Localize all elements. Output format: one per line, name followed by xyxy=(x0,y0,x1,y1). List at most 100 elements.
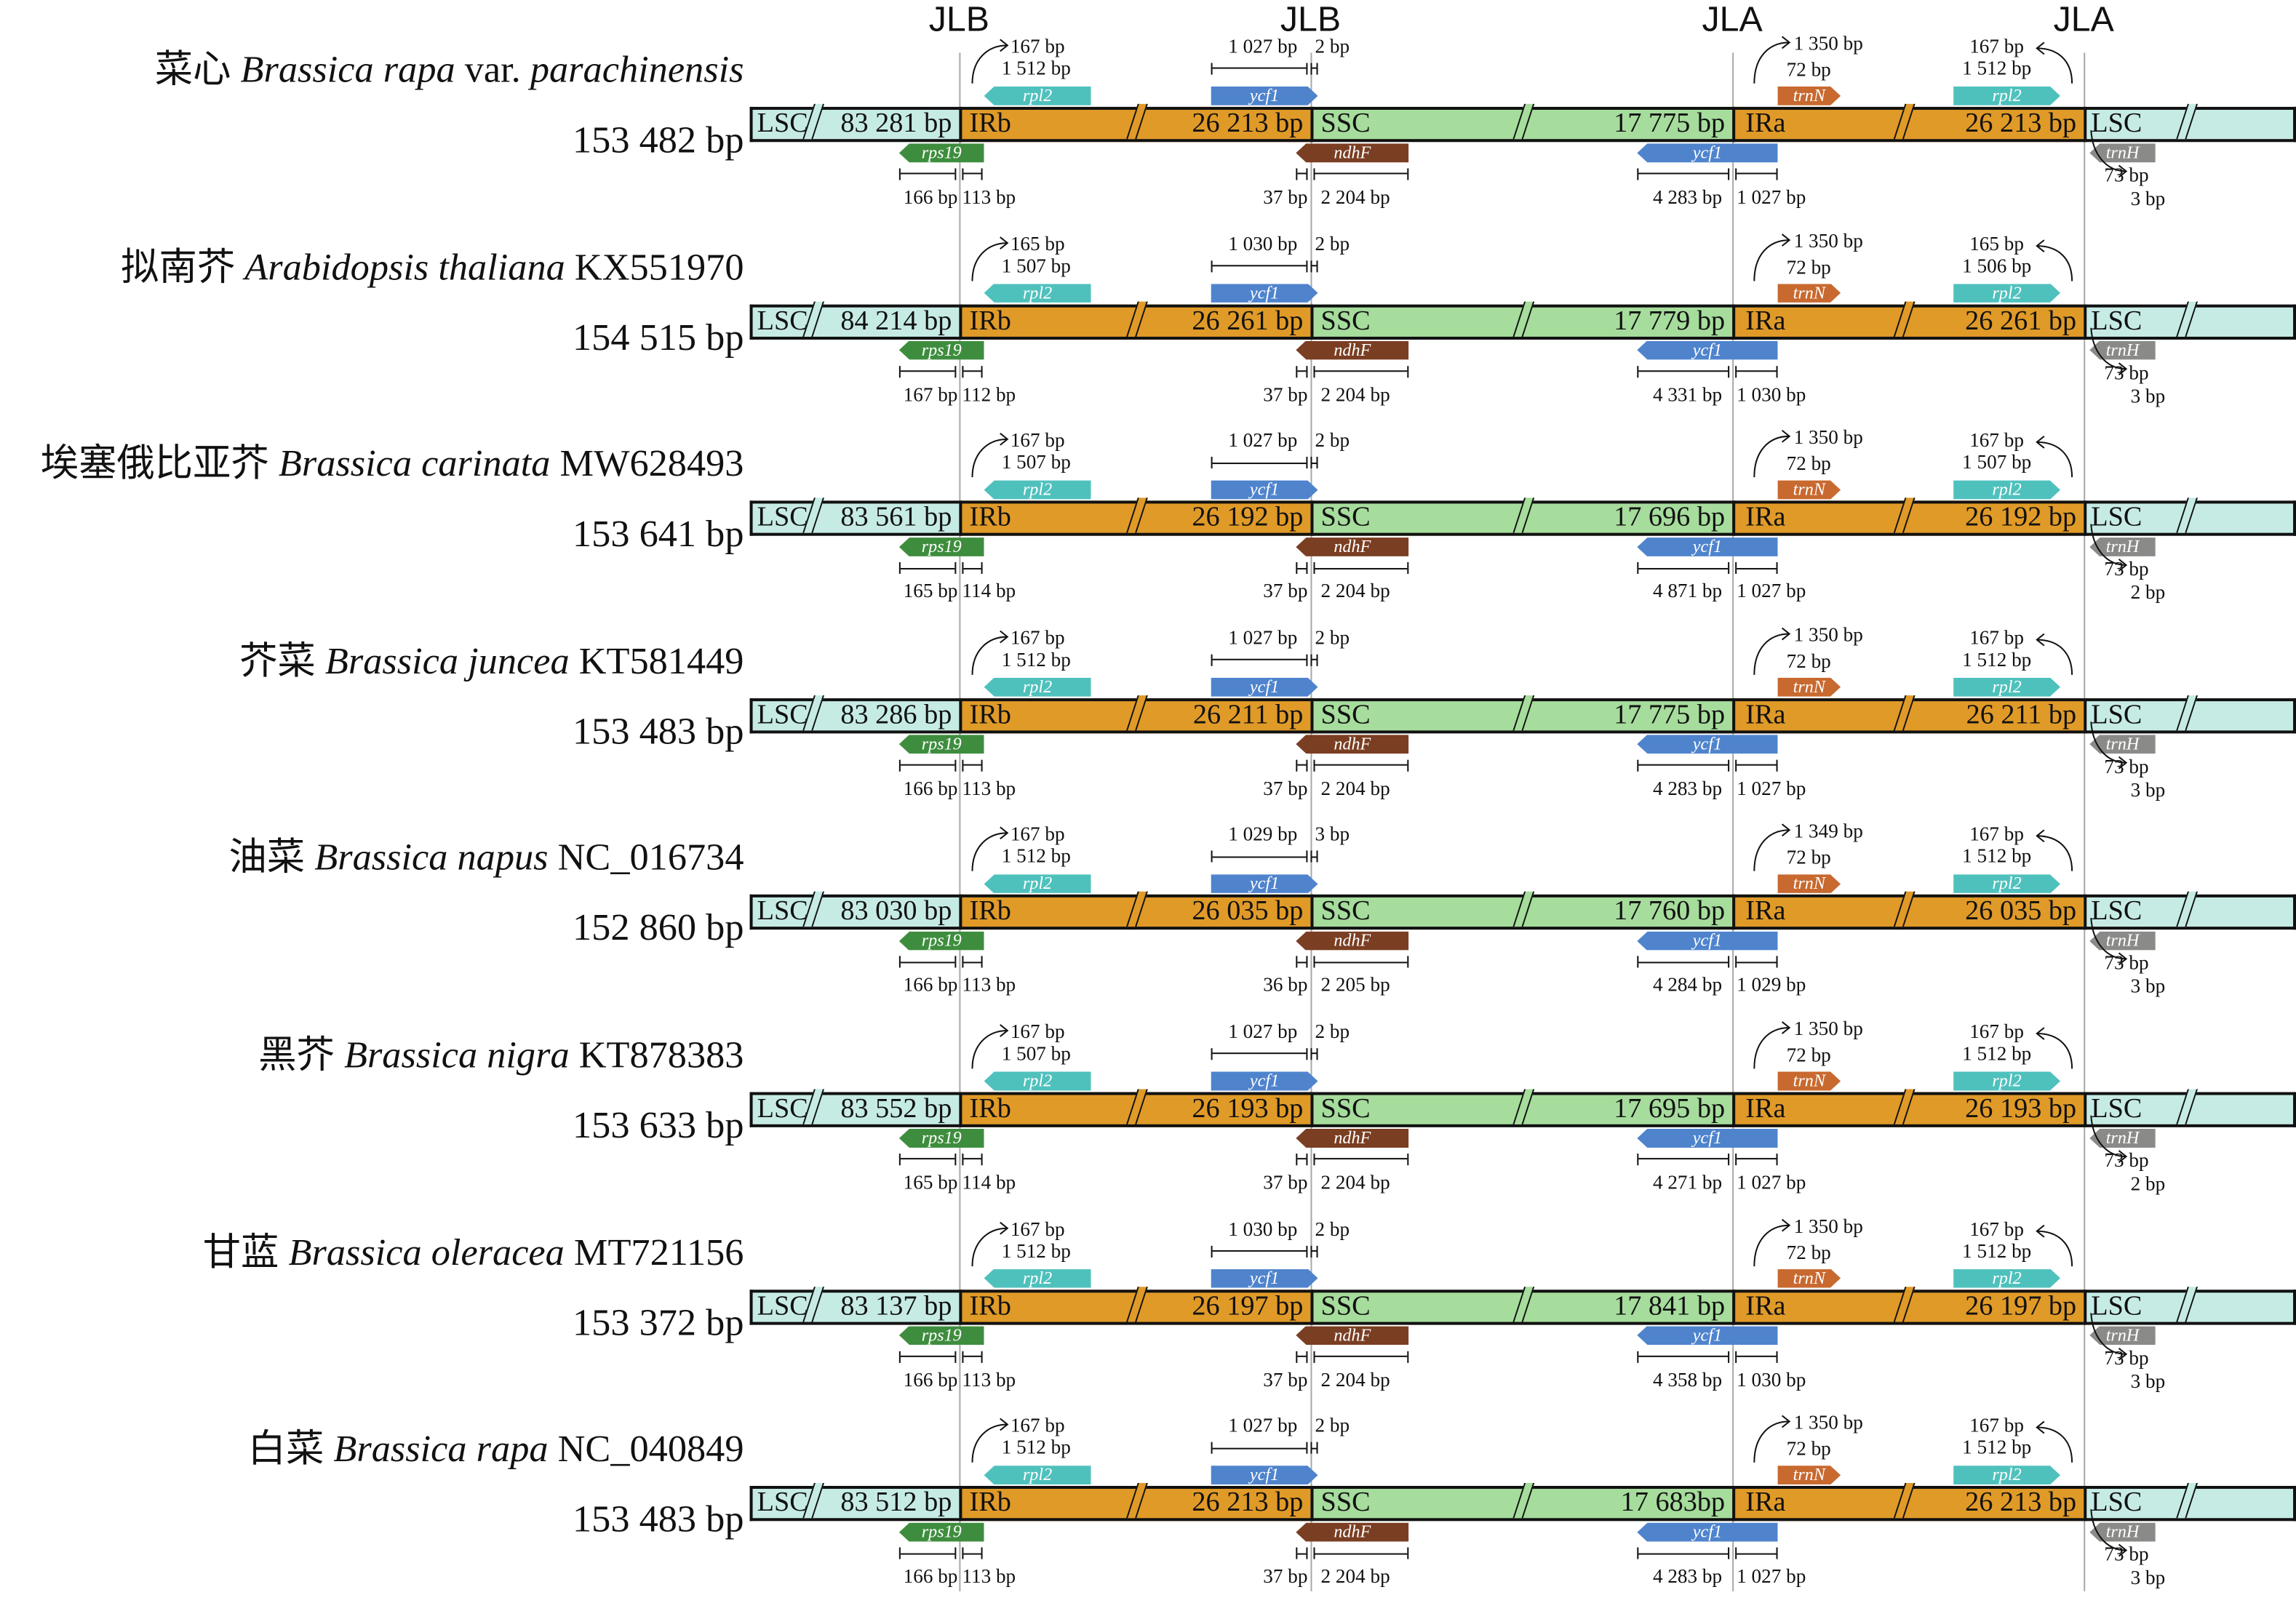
ycf1-ira-bracket xyxy=(1735,1547,1778,1560)
trnN-arrow xyxy=(1753,830,1790,872)
ycf1-ssc-bracket xyxy=(1637,956,1730,969)
trnH-arrow xyxy=(2090,918,2126,961)
trnN-arrow xyxy=(1753,1026,1790,1069)
species-name: 黑芥 Brassica nigra KT878383 xyxy=(0,1034,744,1077)
arrowhead-icon xyxy=(1000,236,1009,249)
ycf1-ir-length: 1 027 bp xyxy=(1228,1020,1298,1043)
arrowhead-icon xyxy=(2118,559,2128,572)
arrowhead-icon xyxy=(1781,1021,1791,1034)
junction-header-jlb: JLB xyxy=(1280,0,1342,40)
ndhF-ssc-length: 2 204 bp xyxy=(1320,185,1390,208)
trnN-length: 72 bp xyxy=(1786,452,1831,475)
gene-trnH: trnH xyxy=(2089,537,2156,557)
ycf1-ir-length: 1 027 bp xyxy=(1228,35,1298,57)
ndhF-ir-length: 37 bp xyxy=(1263,1565,1308,1588)
ycf1-ssc-length: 2 bp xyxy=(1315,429,1350,452)
ycf1-ssc-length: 2 bp xyxy=(1315,1217,1350,1240)
ndhF-ssc-bracket xyxy=(1313,1350,1409,1363)
gene-trnN: trnN xyxy=(1778,1466,1841,1484)
ycf1-ira-length: 1 027 bp xyxy=(1737,1565,1806,1588)
gene-trnN: trnN xyxy=(1778,874,1841,893)
arrowhead-icon xyxy=(1000,1024,1009,1037)
gene-rpl2-left: rpl2 xyxy=(984,874,1091,894)
distance-arrows xyxy=(971,627,2128,769)
ycf1-ssc-length: 2 bp xyxy=(1315,35,1350,57)
gene-ycf1-bottom: ycf1 xyxy=(1637,931,1778,951)
ycf1-ssc-bracket xyxy=(1310,260,1318,272)
segment-label-ssc: SSC xyxy=(1320,502,1371,534)
species-name-part: Brassica juncea xyxy=(324,639,570,682)
rps19-lsc-bracket xyxy=(898,1350,957,1363)
distance-arrows xyxy=(971,824,2128,967)
ycf1-ira-bracket xyxy=(1735,562,1778,575)
ndhF-ir-length: 37 bp xyxy=(1263,777,1308,799)
gene-ycf1-bottom: ycf1 xyxy=(1637,537,1778,557)
ndhF-ssc-length: 2 205 bp xyxy=(1320,974,1390,996)
gene-ycf1-bottom: ycf1 xyxy=(1637,143,1778,163)
rpl2-left-distance: 167 bp xyxy=(1010,1217,1065,1240)
gene-rps19: rps19 xyxy=(898,1522,984,1542)
rpl2-left-arrow xyxy=(971,1226,1008,1266)
trnN-arrow xyxy=(1753,1420,1790,1463)
species-name-part: Brassica napus xyxy=(314,836,549,879)
species-name-part: 芥菜 xyxy=(239,639,325,682)
ycf1-ira-length: 1 027 bp xyxy=(1737,1171,1806,1194)
trnH-arrow xyxy=(2090,721,2126,764)
lsc-length: 83 286 bp xyxy=(840,699,952,730)
gene-trnH: trnH xyxy=(2089,735,2156,754)
gene-ycf1-top: ycf1 xyxy=(1211,1466,1318,1484)
ycf1-ira-bracket xyxy=(1735,956,1778,969)
rpl2-left-length: 1 512 bp xyxy=(1001,1436,1071,1459)
trnN-distance: 1 350 bp xyxy=(1793,1214,1863,1236)
ycf1-ssc-bracket xyxy=(1637,759,1730,772)
ndhF-ir-bracket xyxy=(1296,956,1308,969)
rpl2-right-length: 1 512 bp xyxy=(1962,1042,2032,1065)
genome-total-length: 153 372 bp xyxy=(573,1300,744,1343)
trnN-distance: 1 350 bp xyxy=(1793,32,1863,55)
segment-label-ssc: SSC xyxy=(1320,896,1371,927)
ndhF-ssc-bracket xyxy=(1313,365,1409,377)
genome-total-length: 153 483 bp xyxy=(573,1498,744,1540)
rpl2-left-arrow xyxy=(971,1030,1008,1069)
ycf1-ssc-length: 4 271 bp xyxy=(1652,1171,1723,1194)
lsc-length: 83 552 bp xyxy=(840,1093,952,1124)
lsc-length: 83 512 bp xyxy=(840,1487,952,1519)
trnN-length: 72 bp xyxy=(1786,1044,1831,1066)
ycf1-ssc-bracket xyxy=(1310,1245,1318,1258)
species-name: 芥菜 Brassica juncea KT581449 xyxy=(0,639,744,683)
ssc-length: 17 775 bp xyxy=(1614,108,1726,140)
ndhF-ssc-bracket xyxy=(1313,168,1409,180)
segment-label-irb: IRb xyxy=(969,108,1011,140)
ndhF-ir-length: 37 bp xyxy=(1263,383,1308,405)
rps19-lsc-length: 167 bp xyxy=(903,383,958,405)
rpl2-left-arrow xyxy=(971,241,1008,281)
gene-rpl2-left: rpl2 xyxy=(984,1071,1091,1091)
segment-label-irb: IRb xyxy=(969,1093,1011,1124)
ssc-length: 17 760 bp xyxy=(1614,896,1726,927)
rps19-ir-bracket xyxy=(962,168,983,180)
gene-rps19: rps19 xyxy=(898,931,984,951)
genome-total-length: 154 515 bp xyxy=(573,315,744,359)
ycf1-ir-length: 1 027 bp xyxy=(1228,1414,1298,1436)
ndhF-ir-bracket xyxy=(1296,1547,1308,1560)
species-name-part: 白菜 xyxy=(247,1427,334,1471)
segment-label-lsc: LSC xyxy=(757,108,808,140)
ndhF-ssc-length: 2 204 bp xyxy=(1320,1171,1390,1194)
genome-total-length: 152 860 bp xyxy=(573,906,744,950)
rps19-ir-length: 112 bp xyxy=(962,383,1016,405)
ycf1-ir-bracket xyxy=(1211,457,1308,469)
ira-length: 26 192 bp xyxy=(1965,502,2077,534)
segment-label-ssc: SSC xyxy=(1320,305,1371,337)
rps19-ir-bracket xyxy=(962,365,983,377)
irb-length: 26 211 bp xyxy=(1192,699,1304,730)
rps19-lsc-bracket xyxy=(898,168,957,180)
rpl2-left-distance: 167 bp xyxy=(1010,35,1065,57)
irb-length: 26 197 bp xyxy=(1192,1290,1304,1322)
gene-ycf1-bottom: ycf1 xyxy=(1637,1522,1778,1542)
gene-trnN: trnN xyxy=(1778,678,1841,697)
gene-ycf1-top: ycf1 xyxy=(1211,87,1318,105)
ycf1-ira-bracket xyxy=(1735,1350,1778,1363)
gene-rps19: rps19 xyxy=(898,1325,984,1345)
segment-label-lsc: LSC xyxy=(757,1093,808,1124)
rpl2-left-length: 1 512 bp xyxy=(1001,845,1071,868)
